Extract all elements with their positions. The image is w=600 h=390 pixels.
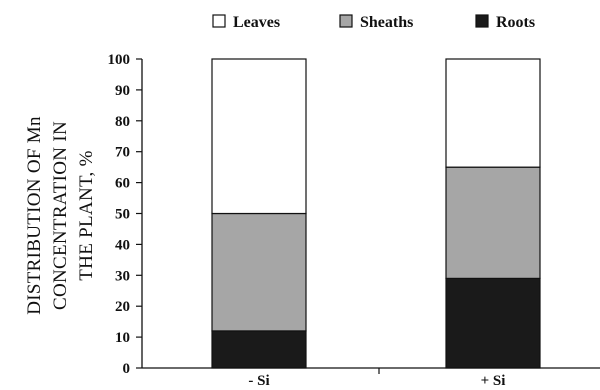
- y-tick-label: 10: [115, 330, 130, 346]
- y-tick-label: 100: [108, 52, 131, 68]
- legend-label-roots: Roots: [496, 14, 535, 31]
- y-axis-label-line: CONCENTRATION IN: [50, 121, 71, 310]
- y-tick-label: 20: [115, 299, 130, 315]
- y-axis-ticks: 0 10 20 30 40 50 60 70 80 90 100: [108, 52, 142, 377]
- y-tick-label: 90: [115, 83, 130, 99]
- bar-segment-roots-2: [445, 277, 541, 369]
- y-tick-label: 50: [115, 207, 130, 223]
- bar-segment-leaves-2: [445, 58, 541, 168]
- bar-segment-sheaths-2: [445, 166, 541, 279]
- axes: [141, 59, 600, 374]
- y-axis-label: DISTRIBUTION OF Mn CONCENTRATION IN THE PL…: [24, 116, 97, 315]
- legend-swatch-roots: [475, 14, 489, 28]
- y-tick-label: 60: [115, 176, 130, 192]
- x-category-label: + Si: [481, 373, 506, 389]
- bar-segment-roots-1: [211, 330, 307, 369]
- y-axis-label-line: THE PLANT, %: [76, 150, 97, 280]
- bar-segment-leaves-1: [211, 58, 307, 215]
- bar-segment-sheaths-1: [211, 212, 307, 332]
- y-tick-label: 80: [115, 114, 130, 130]
- legend-label-leaves: Leaves: [233, 14, 280, 31]
- legend-swatch-sheaths: [339, 14, 353, 28]
- y-axis-label-line: DISTRIBUTION OF Mn: [24, 116, 45, 315]
- y-tick-label: 40: [115, 237, 130, 253]
- legend: Leaves Sheaths Roots: [212, 14, 535, 31]
- x-category-label: - Si: [248, 373, 269, 389]
- bars: [211, 58, 541, 369]
- legend-swatch-leaves: [212, 14, 226, 28]
- y-tick-label: 70: [115, 145, 130, 161]
- x-axis-categories: - Si + Si: [248, 373, 505, 389]
- legend-label-sheaths: Sheaths: [360, 14, 413, 31]
- y-tick-label: 30: [115, 268, 130, 284]
- y-tick-label: 0: [123, 361, 131, 377]
